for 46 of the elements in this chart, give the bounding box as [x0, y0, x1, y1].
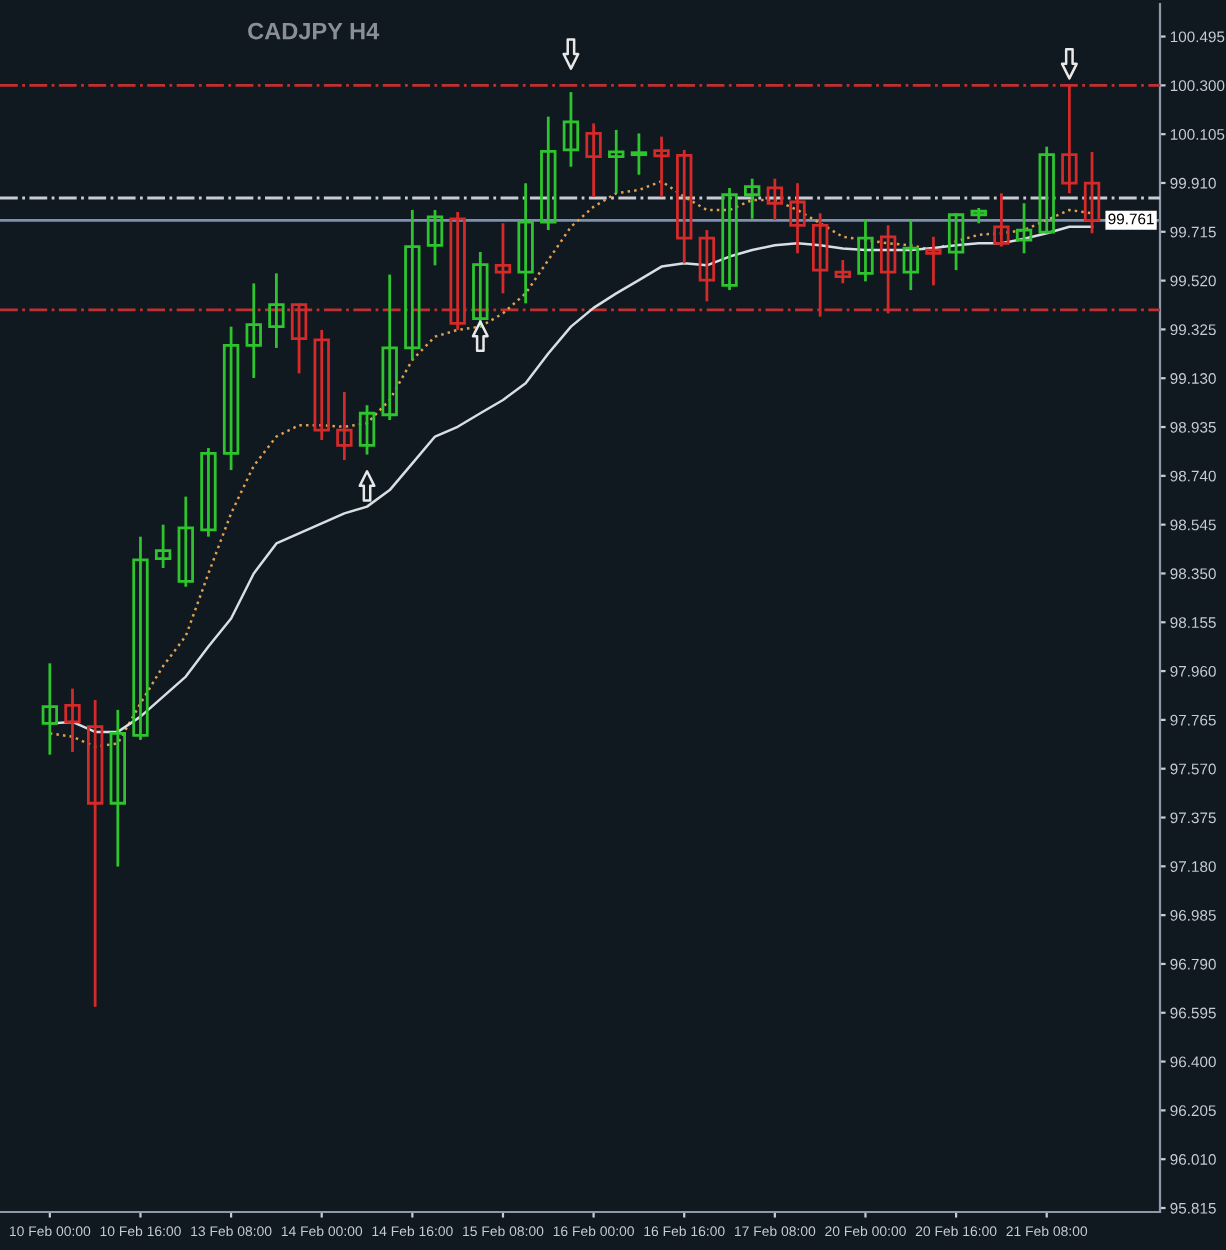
candlestick — [1015, 201, 1033, 255]
candlestick — [653, 135, 670, 199]
candlestick — [222, 325, 240, 472]
candlestick — [86, 698, 104, 1009]
candlestick — [608, 128, 625, 195]
candlestick — [562, 90, 580, 169]
candlestick — [154, 523, 172, 570]
candlestick — [200, 446, 217, 539]
candlestick — [381, 273, 398, 422]
candlestick — [1083, 150, 1101, 235]
candlestick — [177, 495, 194, 589]
candlestick — [585, 122, 602, 199]
candlestick — [630, 132, 648, 177]
candlestick — [41, 661, 59, 757]
candlestick — [449, 210, 466, 332]
candlestick — [925, 235, 942, 287]
candlestick — [902, 218, 919, 292]
candlestick — [947, 211, 965, 272]
candlestick — [834, 258, 851, 285]
candlestick — [1038, 145, 1055, 235]
candlestick — [789, 181, 806, 255]
candlestick — [676, 148, 693, 265]
candlestick — [336, 390, 353, 462]
candlestick — [1061, 83, 1078, 195]
text: CADJPY H4 — [248, 22, 380, 40]
candlestick — [109, 708, 126, 868]
candlestick — [426, 208, 444, 267]
candlestick — [811, 211, 829, 319]
candlestick — [358, 403, 376, 456]
candlestick — [404, 208, 421, 362]
candlestick — [517, 181, 534, 305]
candlestick — [721, 186, 738, 292]
candlestick — [540, 115, 557, 232]
candlestick — [268, 271, 285, 350]
candlestick — [494, 221, 512, 295]
candlestick — [290, 301, 308, 375]
candlestick — [64, 687, 81, 754]
candlestick — [132, 535, 149, 742]
candlestick — [245, 281, 262, 380]
candlestick — [766, 177, 784, 222]
candlestick — [993, 191, 1010, 248]
candlestick — [879, 223, 897, 315]
candlestick — [698, 228, 716, 303]
candlestick — [744, 177, 761, 221]
candlestick — [857, 218, 874, 283]
candlestick — [313, 328, 330, 442]
